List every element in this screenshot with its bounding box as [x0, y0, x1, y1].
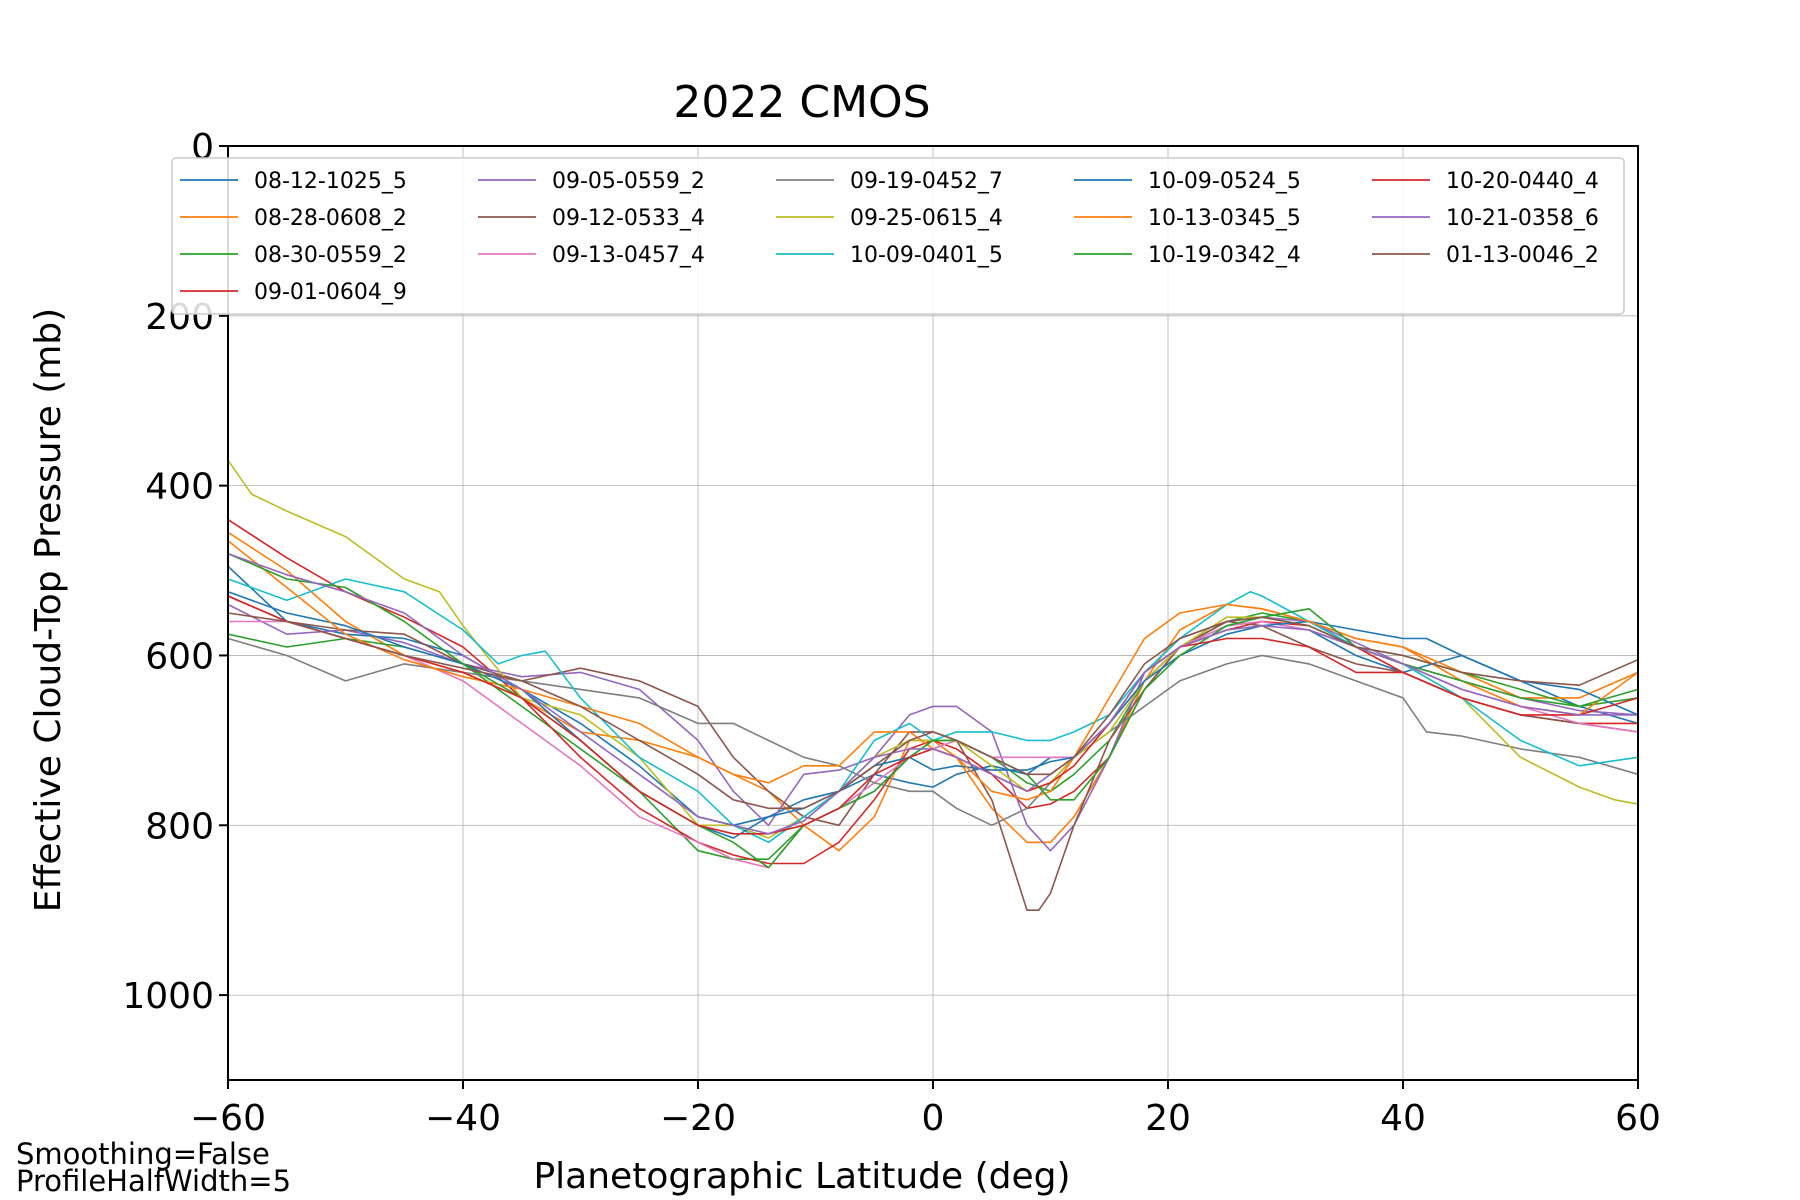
- legend-label: 09-12-0533_4: [552, 206, 705, 231]
- x-tick-label: 0: [922, 1098, 945, 1139]
- series-lines: [227, 459, 1639, 912]
- legend-label: 10-09-0524_5: [1148, 169, 1301, 194]
- x-tick-label: −60: [190, 1098, 266, 1139]
- series-line: [227, 595, 1639, 912]
- y-tick-label: 1000: [122, 976, 214, 1017]
- chart-title: 2022 CMOS: [673, 77, 930, 128]
- legend-label: 09-05-0559_2: [552, 169, 705, 194]
- legend-label: 08-30-0559_2: [254, 243, 407, 268]
- x-axis-label: Planetographic Latitude (deg): [533, 1156, 1070, 1197]
- series-line: [227, 565, 1639, 827]
- legend-label: 08-12-1025_5: [254, 169, 407, 194]
- series-line: [227, 603, 1639, 852]
- series-line: [227, 612, 1639, 810]
- legend-label: 08-28-0608_2: [254, 206, 407, 231]
- legend-label: 09-19-0452_7: [850, 169, 1003, 194]
- series-line: [227, 591, 1639, 839]
- x-tick-label: −20: [660, 1098, 736, 1139]
- legend-label: 10-21-0358_6: [1446, 206, 1599, 231]
- series-line: [227, 637, 1639, 827]
- legend-box: [171, 157, 1625, 315]
- legend-label: 10-19-0342_4: [1148, 243, 1301, 268]
- x-tick-label: 20: [1145, 1098, 1191, 1139]
- legend: 08-12-1025_5 08-28-0608_2 08-30-0559_2 09-0…: [171, 157, 1625, 315]
- y-tick-label: 400: [145, 467, 214, 508]
- y-axis-label: Effective Cloud-Top Pressure (mb): [28, 308, 69, 912]
- legend-label: 10-13-0345_5: [1148, 206, 1301, 231]
- smoothing-note: Smoothing=False: [16, 1137, 270, 1171]
- profile-halfwidth-note: ProfileHalfWidth=5: [16, 1164, 292, 1198]
- legend-label: 01-13-0046_2: [1446, 243, 1599, 268]
- legend-label: 10-20-0440_4: [1446, 169, 1599, 194]
- legend-label: 09-01-0604_9: [254, 280, 407, 305]
- y-tick-label: 600: [145, 636, 214, 677]
- y-tick-label: 800: [145, 806, 214, 847]
- legend-label: 10-09-0401_5: [850, 243, 1003, 268]
- legend-label: 09-13-0457_4: [552, 243, 705, 268]
- x-tick-label: 40: [1380, 1098, 1426, 1139]
- x-tick-label: 60: [1615, 1098, 1661, 1139]
- x-tick-label: −40: [425, 1098, 501, 1139]
- legend-label: 09-25-0615_4: [850, 206, 1003, 231]
- series-line: [227, 552, 1638, 835]
